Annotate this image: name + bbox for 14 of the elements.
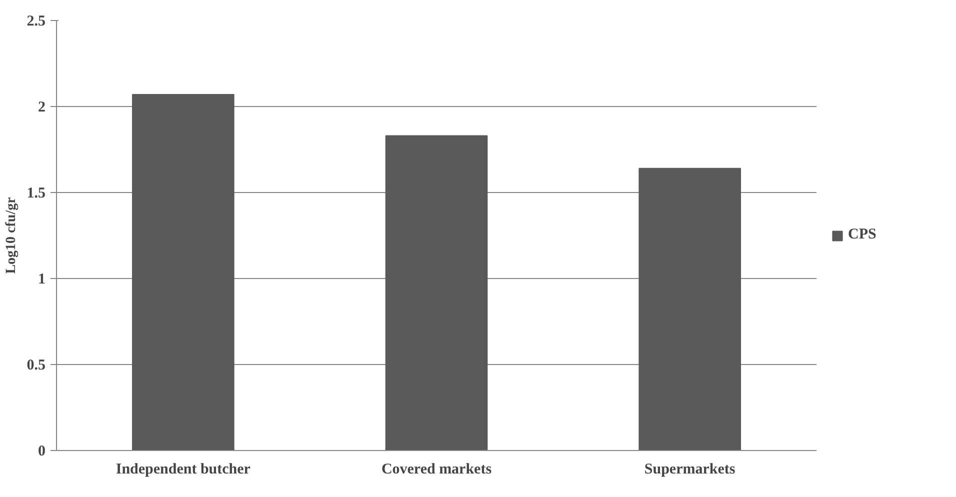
y-axis-title: Log10 cfu/gr — [4, 197, 19, 274]
bar — [132, 94, 234, 450]
y-tick-label: 2 — [38, 100, 46, 116]
bar — [638, 168, 741, 450]
x-tick-label: Supermarkets — [644, 462, 736, 478]
x-tick-label: Independent butcher — [116, 462, 251, 478]
x-tick-label: Covered markets — [381, 462, 492, 478]
legend-label: CPS — [848, 226, 876, 244]
y-tick-label: 0 — [38, 444, 46, 460]
y-tick-label: 1 — [38, 272, 46, 288]
y-tick-label: 0.5 — [26, 358, 46, 374]
y-tick-label: 1.5 — [26, 186, 46, 202]
bar — [385, 135, 488, 450]
y-tick-label: 2.5 — [26, 14, 46, 30]
